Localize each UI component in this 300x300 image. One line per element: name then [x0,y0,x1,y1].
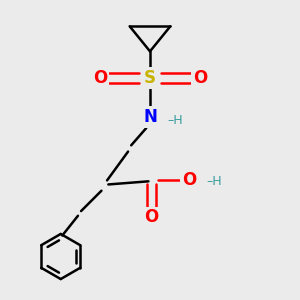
Text: S: S [144,69,156,87]
Text: –H: –H [206,175,222,188]
Text: N: N [143,108,157,126]
Text: O: O [182,171,196,189]
Text: O: O [193,69,207,87]
Text: O: O [144,208,159,226]
Text: –H: –H [167,114,183,127]
Text: O: O [93,69,107,87]
